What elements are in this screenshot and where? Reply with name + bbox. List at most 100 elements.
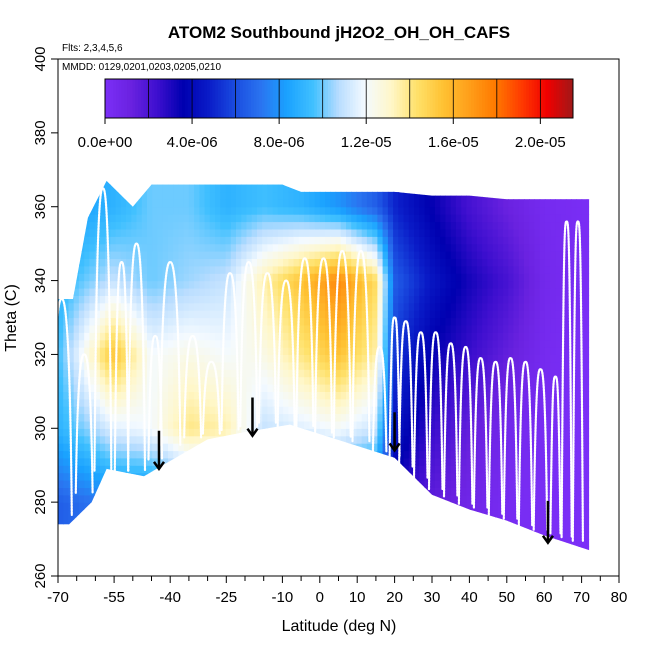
heat-cell — [277, 258, 284, 267]
heat-cell — [544, 435, 551, 444]
heat-cell — [63, 509, 69, 518]
heat-cell — [476, 214, 483, 223]
heat-cell — [173, 324, 179, 333]
heat-cell — [58, 487, 64, 496]
heat-cell — [152, 406, 158, 415]
heat-cell — [513, 516, 520, 525]
heat-cell — [450, 443, 457, 452]
heat-cell — [73, 288, 80, 296]
heat-cell — [455, 332, 462, 341]
heat-cell — [471, 376, 478, 385]
heat-cell — [544, 288, 551, 296]
heat-cell — [236, 384, 242, 392]
heat-cell — [534, 243, 541, 252]
heat-cell — [220, 243, 227, 252]
heat-cell — [141, 251, 148, 259]
heat-cell — [387, 228, 394, 237]
heat-cell — [435, 472, 441, 481]
heat-cell — [435, 384, 441, 392]
heat-cell — [157, 184, 164, 193]
heat-cell — [518, 199, 525, 208]
heat-cell — [188, 435, 195, 444]
heat-cell — [99, 302, 106, 311]
heat-cell — [168, 236, 174, 245]
heat-cell — [120, 406, 127, 415]
heat-cell — [366, 288, 373, 296]
heat-cell — [408, 228, 415, 237]
heat-cell — [58, 324, 64, 333]
heat-cell — [147, 310, 153, 319]
heat-cell — [372, 443, 378, 452]
heat-cell — [204, 391, 211, 400]
heat-cell — [283, 376, 289, 385]
heat-cell — [503, 472, 509, 481]
heat-cell — [503, 302, 509, 311]
heat-cell — [309, 251, 316, 259]
heat-cell — [94, 302, 101, 311]
heat-cell — [168, 221, 174, 230]
heat-cell — [94, 420, 101, 429]
heat-cell — [199, 391, 206, 400]
heat-cell — [288, 384, 295, 392]
heat-cell — [173, 435, 179, 444]
heat-cell — [209, 406, 216, 415]
heat-cell — [230, 243, 237, 252]
heat-cell — [466, 472, 473, 481]
heat-cell — [476, 317, 483, 326]
heat-cell — [508, 391, 515, 400]
heat-cell — [178, 391, 185, 400]
heat-cell — [209, 295, 216, 304]
heat-cell — [241, 398, 248, 407]
heat-cell — [419, 295, 426, 304]
heat-cell — [445, 376, 452, 385]
heat-cell — [309, 228, 316, 237]
heat-cell — [366, 443, 373, 452]
heat-cell — [178, 243, 185, 252]
heat-cell — [183, 214, 190, 223]
heat-cell — [513, 384, 520, 392]
heat-cell — [497, 302, 504, 311]
heat-cell — [157, 228, 164, 237]
heat-cell — [351, 413, 357, 422]
heat-cell — [58, 413, 64, 422]
heat-cell — [99, 251, 106, 259]
heat-cell — [440, 251, 446, 259]
heat-cell — [58, 502, 64, 511]
heat-cell — [78, 465, 85, 474]
heat-cell — [366, 214, 373, 223]
heat-cell — [461, 265, 467, 274]
heat-cell — [272, 347, 279, 355]
heat-cell — [283, 258, 289, 267]
heat-cell — [529, 273, 535, 282]
heat-cell — [325, 406, 331, 415]
heat-cell — [382, 221, 389, 230]
heat-cell — [529, 251, 535, 259]
heat-cell — [241, 354, 248, 363]
heat-cell — [246, 191, 253, 200]
heat-cell — [58, 480, 64, 488]
heat-cell — [529, 199, 535, 208]
heat-cell — [225, 369, 232, 378]
heat-cell — [508, 398, 515, 407]
heat-cell — [403, 354, 410, 363]
heat-cell — [461, 199, 467, 208]
heat-cell — [414, 310, 420, 319]
heat-cell — [199, 184, 206, 193]
heat-cell — [188, 443, 195, 452]
heat-cell — [188, 191, 195, 200]
heat-cell — [162, 354, 169, 363]
heat-cell — [73, 406, 80, 415]
heat-cell — [435, 251, 441, 259]
heat-cell — [361, 199, 368, 208]
heat-cell — [246, 243, 253, 252]
heat-cell — [188, 317, 195, 326]
heat-cell — [440, 302, 446, 311]
heat-cell — [440, 243, 446, 252]
heat-cell — [435, 280, 441, 289]
heat-cell — [283, 391, 289, 400]
heat-cell — [89, 494, 96, 503]
heat-cell — [241, 391, 248, 400]
heat-cell — [262, 324, 268, 333]
heat-cell — [356, 265, 363, 274]
heat-cell — [450, 228, 457, 237]
